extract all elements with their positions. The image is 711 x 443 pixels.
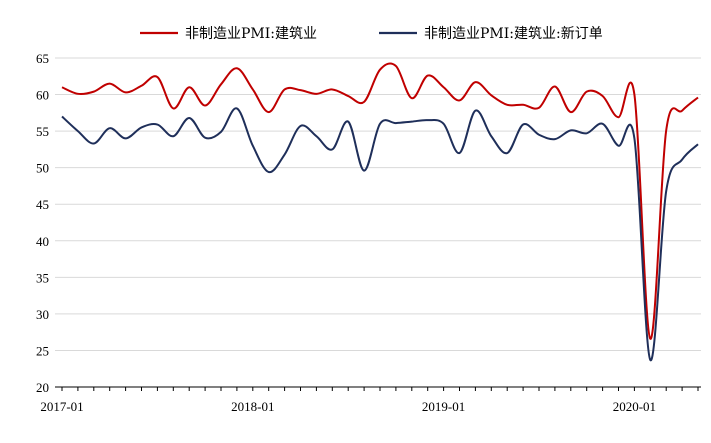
- series-lines: [61, 62, 699, 361]
- y-tick-label: 55: [36, 124, 49, 139]
- y-tick-label: 30: [36, 307, 49, 322]
- x-tick-label: 2017-01: [40, 399, 83, 414]
- axes: 20 25 30 35 40 45 50 55 60 65 2017-01 2018-01 2019-0…: [36, 51, 701, 414]
- series-line-construction: [61, 62, 699, 340]
- legend-label-new-orders: 非制造业PMI:建筑业:新订单: [424, 26, 603, 42]
- y-tick-label: 65: [36, 51, 49, 66]
- y-tick-label: 45: [36, 197, 49, 212]
- y-tick-label: 25: [36, 343, 49, 358]
- y-tick-label: 40: [36, 234, 49, 249]
- x-tick-label: 2018-01: [231, 399, 274, 414]
- legend-label-construction: 非制造业PMI:建筑业: [185, 26, 317, 42]
- y-tick-label: 50: [36, 161, 49, 176]
- gridlines: [55, 57, 701, 351]
- x-tick-label: 2019-01: [422, 399, 465, 414]
- y-tick-label: 20: [36, 380, 49, 395]
- y-tick-label: 60: [36, 88, 49, 103]
- series-line-new-orders: [61, 107, 699, 361]
- legend: 非制造业PMI:建筑业 非制造业PMI:建筑业:新订单: [140, 26, 603, 42]
- y-tick-label: 35: [36, 270, 49, 285]
- x-tick-label: 2020-01: [613, 399, 656, 414]
